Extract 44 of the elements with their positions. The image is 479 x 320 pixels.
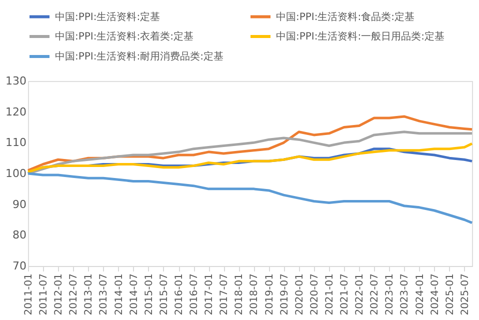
line-series	[26, 142, 474, 174]
x-tick-label: 2023-01	[384, 274, 396, 316]
y-tick-label: 120	[6, 105, 26, 118]
x-tick-label: 2016-07	[189, 274, 200, 316]
legend-label: 中国:PPI:生活资料:衣着类:定基	[55, 30, 194, 42]
y-tick-label: 100	[6, 167, 26, 180]
x-tick-label: 2017-07	[219, 274, 230, 316]
line-series	[26, 172, 474, 224]
x-tick-label: 2011-07	[38, 274, 50, 316]
legend-label: 中国:PPI:生活资料:一般日用品类:定基	[276, 30, 444, 42]
x-tick-label: 2024-01	[414, 274, 426, 316]
x-tick-label: 2012-07	[68, 274, 80, 316]
x-tick-label: 2014-01	[114, 274, 125, 316]
x-tick-label: 2014-07	[128, 274, 140, 316]
x-tick-label: 2022-07	[370, 274, 381, 316]
x-tick-label: 2018-01	[234, 274, 246, 316]
legend-label: 中国:PPI:生活资料:耐用消费品类:定基	[55, 50, 224, 62]
x-tick-label: 2021-07	[340, 274, 350, 316]
legend-label: 中国:PPI:生活资料:定基	[55, 10, 160, 23]
x-tick-label: 2025-01	[445, 274, 456, 316]
legend-label: 中国:PPI:生活资料:食品类:定基	[276, 10, 414, 23]
x-tick-label: 2019-01	[264, 274, 276, 316]
x-tick-label: 2025-07	[460, 274, 471, 316]
x-tick-label: 2016-01	[174, 274, 185, 316]
y-tick-label: 130	[6, 74, 26, 88]
x-tick-label: 2021-01	[324, 274, 336, 316]
y-tick-label: 110	[6, 136, 26, 150]
x-tick-label: 2022-01	[354, 274, 366, 316]
y-tick-label: 80	[12, 228, 26, 242]
x-tick-label: 2017-01	[204, 274, 216, 316]
x-tick-label: 2024-07	[430, 274, 441, 316]
x-tick-label: 2023-07	[400, 274, 411, 316]
y-tick-label: 90	[12, 198, 26, 211]
x-tick-label: 2018-07	[249, 274, 260, 316]
x-tick-label: 2020-01	[294, 274, 306, 316]
x-tick-label: 2013-07	[98, 274, 110, 316]
x-tick-label: 2013-01	[84, 274, 95, 316]
x-tick-label: 2011-01	[24, 274, 34, 316]
x-tick-label: 2015-01	[144, 274, 155, 316]
y-tick-label: 70	[12, 260, 26, 272]
x-tick-label: 2019-07	[279, 274, 290, 316]
x-tick-label: 2020-07	[309, 274, 320, 316]
x-tick-label: 2015-07	[158, 274, 170, 316]
x-tick-label: 2012-01	[54, 274, 65, 316]
